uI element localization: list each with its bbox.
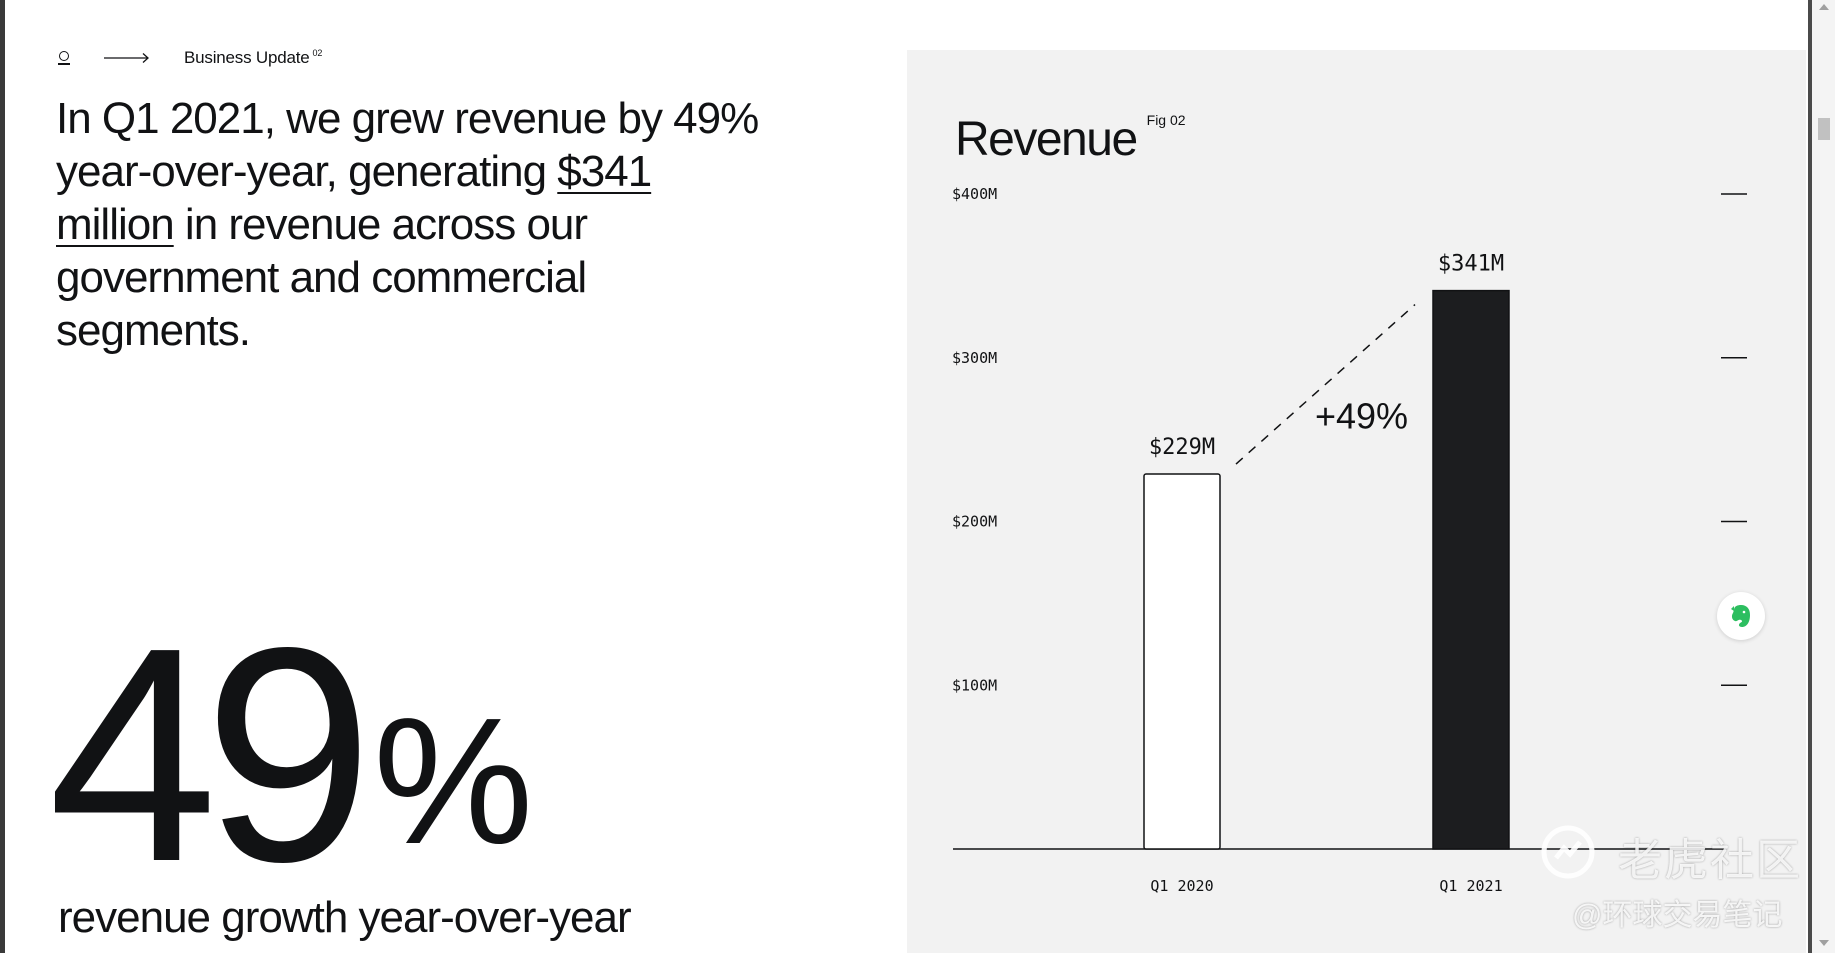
growth-connector-line [1235,304,1416,465]
y-tick-label: $300M [952,349,997,367]
headline-text-after: in revenue across our government and com… [56,200,588,355]
window-frame-left [0,0,5,953]
revenue-chart-card: Revenue Fig 02 $100M $200M $300M $400M $229M Q… [907,50,1806,953]
scrollbar-thumb[interactable] [1818,118,1830,140]
long-arrow-right-icon [104,53,149,63]
growth-stat-number: 49 [48,584,373,925]
growth-stat: 49 % [48,584,534,925]
breadcrumb-business-update[interactable]: Business Update 02 [184,48,322,68]
bar-value-label: $229M [1149,435,1215,460]
chart-fig-label: Fig 02 [1146,112,1186,128]
growth-annotation: +49% [1315,395,1408,436]
scroll-down-arrow-icon[interactable] [1819,940,1829,946]
x-tick-label: Q1 2021 [1439,877,1502,895]
revenue-highlight-link[interactable]: $341 million [56,147,652,249]
window-frame-right [1808,0,1812,953]
chart-title-text: Revenue [955,113,1138,166]
y-tick-label: $400M [952,185,997,203]
nav-section-label: Business Update [184,48,310,67]
bar-q1-2020 [1143,473,1221,850]
chart-title: Revenue Fig 02 [955,90,1186,170]
evernote-extension-button[interactable] [1717,592,1765,640]
bar-value-label: $341M [1438,252,1504,277]
bar-q1-2021 [1432,289,1510,850]
growth-stat-percent-sign: % [373,681,534,882]
page-scrollbar[interactable] [1812,0,1835,953]
top-nav: Business Update 02 [58,46,322,70]
palantir-logo-icon[interactable] [58,50,70,66]
headline: In Q1 2021, we grew revenue by 49% year-… [56,92,776,357]
nav-section-number: 02 [312,48,323,58]
y-tick-label: $200M [952,513,997,531]
headline-text-before: In Q1 2021, we grew revenue by 49% year-… [56,94,759,196]
evernote-elephant-icon [1731,605,1750,627]
growth-stat-caption: revenue growth year-over-year [58,893,632,942]
x-tick-label: Q1 2020 [1150,877,1213,895]
scroll-up-arrow-icon[interactable] [1819,4,1829,10]
y-tick-label: $100M [952,676,997,694]
revenue-bar-chart: $100M $200M $300M $400M $229M Q1 2020 $341M Q1 … [952,185,1747,895]
